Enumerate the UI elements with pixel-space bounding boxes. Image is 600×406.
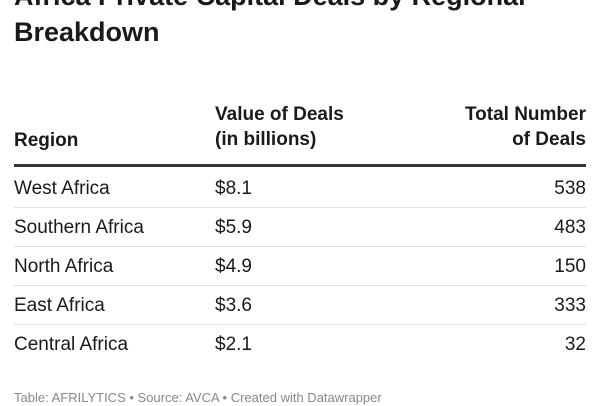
- cell-count: 32: [564, 334, 586, 355]
- cell-value: $8.1: [215, 178, 252, 199]
- cell-value: $3.6: [215, 295, 252, 316]
- chart-title: Africa Private Capital Deals by Regional…: [14, 0, 526, 47]
- cell-region: West Africa: [14, 178, 110, 199]
- table-row: East Africa $3.6 333: [14, 286, 586, 325]
- row-divider: [14, 246, 586, 247]
- header-divider: [14, 164, 586, 167]
- cell-count: 538: [554, 178, 586, 199]
- cell-region: Southern Africa: [14, 217, 144, 238]
- column-header-count: Total Number of Deals: [465, 102, 586, 152]
- row-divider: [14, 207, 586, 208]
- table-row: Southern Africa $5.9 483: [14, 208, 586, 247]
- table-row: North Africa $4.9 150: [14, 247, 586, 286]
- table-row: Central Africa $2.1 32: [14, 325, 586, 364]
- chart-footer: Table: AFRILYTICS • Source: AVCA • Creat…: [14, 390, 382, 405]
- column-header-value-line2: (in billions): [215, 129, 317, 150]
- column-header-count-line1: Total Number: [464, 104, 586, 125]
- cell-count: 333: [554, 295, 586, 316]
- cell-region: North Africa: [14, 256, 114, 277]
- cell-value: $5.9: [215, 217, 252, 238]
- cell-count: 150: [554, 256, 586, 277]
- cell-value: $4.9: [215, 256, 252, 277]
- table-row: West Africa $8.1 538: [14, 169, 586, 208]
- column-header-value: Value of Deals (in billions): [215, 102, 344, 152]
- column-header-value-line1: Value of Deals: [215, 104, 344, 125]
- row-divider: [14, 285, 586, 286]
- cell-count: 483: [554, 217, 586, 238]
- column-header-region: Region: [14, 130, 79, 151]
- cell-region: Central Africa: [14, 334, 129, 355]
- cell-value: $2.1: [215, 334, 252, 355]
- cell-region: East Africa: [14, 295, 105, 316]
- column-header-count-line2: of Deals: [512, 129, 586, 150]
- row-divider: [14, 324, 586, 325]
